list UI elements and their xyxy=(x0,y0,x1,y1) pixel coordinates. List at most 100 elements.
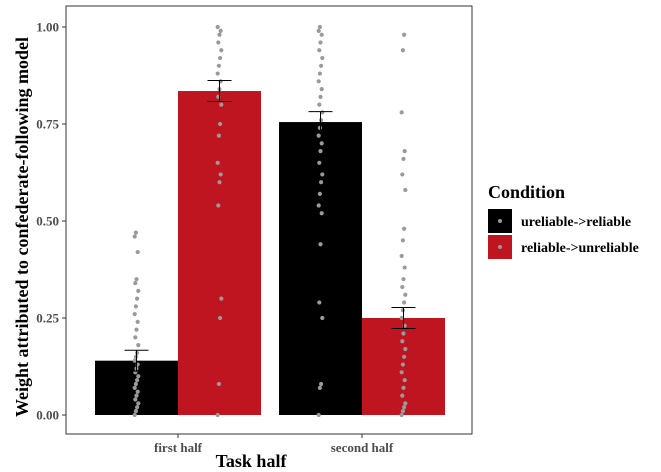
point-0-1-4 xyxy=(317,300,322,305)
point-0-1-23 xyxy=(319,63,324,68)
point-0-0-19 xyxy=(134,327,139,332)
error-bars-layer xyxy=(124,80,416,372)
point-1-1-9 xyxy=(402,354,407,359)
legend-key-point-ureliable-reliable xyxy=(498,219,502,223)
point-0-0-5 xyxy=(134,393,139,398)
point-1-1-2 xyxy=(402,405,407,410)
y-axis: 0.00 0.25 0.50 0.75 1.00 xyxy=(36,20,66,423)
point-0-1-13 xyxy=(319,141,324,146)
point-0-0-9 xyxy=(135,377,140,383)
bar-1-0 xyxy=(178,91,261,416)
legend: Condition ureliable->reliable reliable->… xyxy=(488,182,639,259)
point-1-1-23 xyxy=(402,226,407,231)
point-1-1-4 xyxy=(400,393,405,398)
point-1-1-26 xyxy=(401,156,406,162)
point-1-1-1 xyxy=(400,409,405,414)
point-1-1-10 xyxy=(403,346,408,352)
point-1-1-20 xyxy=(402,265,407,270)
point-1-0-1 xyxy=(216,381,221,387)
point-1-0-20 xyxy=(218,28,223,33)
point-1-1-5 xyxy=(401,385,406,390)
point-0-1-26 xyxy=(318,40,323,45)
point-1-1-7 xyxy=(399,370,404,375)
point-0-1-24 xyxy=(320,55,325,61)
y-tick-label-4: 1.00 xyxy=(36,20,59,35)
point-1-0-4 xyxy=(216,203,221,208)
point-1-1-30 xyxy=(402,32,407,37)
point-1-0-3 xyxy=(219,296,224,301)
point-1-1-22 xyxy=(400,238,405,243)
point-0-1-3 xyxy=(320,315,325,321)
point-1-1-15 xyxy=(400,308,405,313)
point-1-0-10 xyxy=(219,102,224,107)
point-0-0-20 xyxy=(135,319,140,324)
point-1-1-25 xyxy=(400,172,405,177)
point-1-1-27 xyxy=(402,149,407,154)
y-axis-title: Weight attributed to confederate-followi… xyxy=(12,37,32,417)
point-0-0-17 xyxy=(136,343,141,348)
point-1-1-3 xyxy=(403,401,408,406)
point-0-1-2 xyxy=(319,381,324,387)
point-0-0-24 xyxy=(136,288,141,293)
point-1-0-8 xyxy=(216,133,221,138)
point-0-1-5 xyxy=(318,242,323,247)
point-0-1-14 xyxy=(316,133,321,138)
x-axis-title: Task half xyxy=(216,451,288,471)
point-0-1-20 xyxy=(319,86,324,92)
point-0-0-18 xyxy=(133,335,138,340)
x-tick-label-0: first half xyxy=(154,440,203,455)
point-1-0-2 xyxy=(218,315,223,321)
x-tick-label-1: second half xyxy=(331,440,394,455)
point-0-1-22 xyxy=(317,71,322,76)
point-0-0-21 xyxy=(132,312,137,317)
point-0-0-25 xyxy=(133,280,138,286)
legend-key-point-reliable-unreliable xyxy=(498,245,502,249)
point-0-0-10 xyxy=(136,374,141,379)
point-0-1-27 xyxy=(319,32,324,37)
point-1-0-9 xyxy=(218,121,223,127)
point-0-0-7 xyxy=(132,385,137,390)
point-1-1-21 xyxy=(399,253,404,259)
point-0-0-0 xyxy=(132,412,137,418)
point-0-0-3 xyxy=(136,401,141,406)
point-1-1-0 xyxy=(399,412,404,418)
point-1-0-15 xyxy=(216,63,221,68)
legend-label-ureliable-reliable: ureliable->reliable xyxy=(521,215,631,230)
y-tick-label-0: 0.00 xyxy=(36,408,59,423)
point-1-0-6 xyxy=(218,172,223,177)
point-1-0-0 xyxy=(215,412,220,418)
point-1-1-11 xyxy=(400,339,405,344)
legend-label-reliable-unreliable: reliable->unreliable xyxy=(521,241,639,256)
point-0-0-2 xyxy=(135,405,140,410)
point-0-0-29 xyxy=(133,230,138,235)
point-0-1-11 xyxy=(317,160,322,165)
point-1-1-14 xyxy=(399,315,404,321)
point-1-0-17 xyxy=(219,48,224,53)
point-1-1-8 xyxy=(400,362,405,367)
point-0-1-18 xyxy=(317,102,322,107)
point-0-0-22 xyxy=(133,304,138,309)
point-1-1-17 xyxy=(403,292,408,297)
point-1-0-21 xyxy=(215,24,220,30)
point-1-0-5 xyxy=(217,180,222,185)
point-0-0-14 xyxy=(132,358,137,363)
point-1-0-19 xyxy=(217,32,222,37)
x-axis: first half second half xyxy=(154,434,394,455)
point-1-1-19 xyxy=(401,277,406,282)
point-0-0-6 xyxy=(135,389,140,394)
point-0-0-15 xyxy=(133,354,138,359)
points-layer xyxy=(132,24,408,418)
point-1-0-16 xyxy=(218,55,223,61)
point-0-1-6 xyxy=(319,211,324,216)
point-0-0-28 xyxy=(132,234,137,239)
point-1-1-12 xyxy=(401,331,406,336)
point-0-0-27 xyxy=(135,249,140,255)
point-1-1-28 xyxy=(399,110,404,115)
point-0-1-29 xyxy=(317,24,322,30)
point-0-1-16 xyxy=(319,118,324,123)
point-0-1-8 xyxy=(317,191,322,196)
point-0-1-12 xyxy=(318,149,323,154)
point-1-1-29 xyxy=(400,48,405,53)
y-tick-label-1: 0.25 xyxy=(36,311,59,326)
point-0-0-23 xyxy=(135,296,140,301)
